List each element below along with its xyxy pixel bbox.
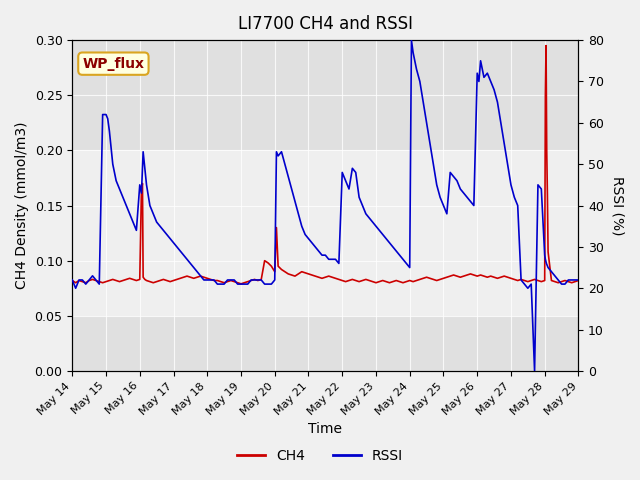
Title: LI7700 CH4 and RSSI: LI7700 CH4 and RSSI: [238, 15, 413, 33]
Legend: CH4, RSSI: CH4, RSSI: [232, 443, 408, 468]
X-axis label: Time: Time: [308, 422, 342, 436]
Text: WP_flux: WP_flux: [83, 57, 145, 71]
Y-axis label: CH4 Density (mmol/m3): CH4 Density (mmol/m3): [15, 122, 29, 289]
Y-axis label: RSSI (%): RSSI (%): [611, 176, 625, 235]
Bar: [72, 150, 579, 316]
